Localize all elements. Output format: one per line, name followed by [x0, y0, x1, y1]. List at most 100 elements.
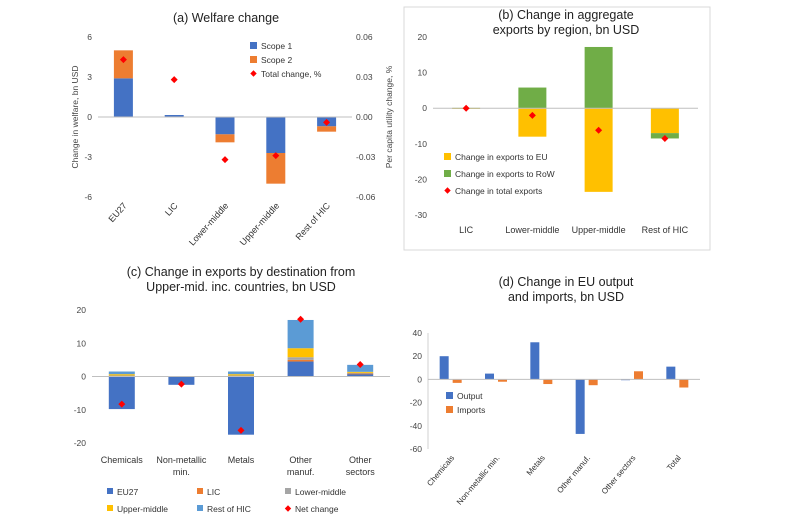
y-tick-label: 10 — [418, 68, 428, 78]
y-tick-label: -10 — [415, 139, 428, 149]
legend-label: Scope 1 — [261, 41, 292, 51]
legend-label: LIC — [207, 487, 220, 497]
legend-label: Rest of HIC — [207, 504, 251, 514]
y-tick-label: -20 — [415, 174, 428, 184]
marker-rest-of-hic — [661, 134, 669, 142]
bar-lic-other-sectors — [347, 373, 374, 375]
y-axis-title: Change in welfare, bn USD — [70, 65, 80, 168]
y-tick-label: 20 — [77, 305, 87, 315]
y-tick-label: 3 — [87, 72, 92, 82]
bar-change-in-exports-to-eu-upper-middle — [584, 108, 613, 192]
y-tick-label: -20 — [410, 398, 423, 408]
bar-lower-middle-metals — [228, 375, 254, 377]
y-tick-label: -10 — [74, 405, 87, 415]
y2-tick-label: 0.06 — [356, 32, 373, 42]
category-label: Other manuf. — [555, 454, 592, 496]
bar-lower-middle-chemicals — [108, 375, 135, 377]
y-tick-label: -6 — [84, 192, 92, 202]
category-label: Chemicals — [101, 455, 144, 465]
category-label: Lower-middle — [505, 225, 559, 235]
marker-non-metallic-min — [177, 380, 185, 388]
bar-scope-1-lower-middle — [215, 117, 235, 135]
bar-scope-2-eu27 — [113, 50, 133, 79]
marker-lic — [462, 104, 470, 112]
legend-label: EU27 — [117, 487, 139, 497]
bar-scope-2-rest-of-hic — [317, 126, 337, 132]
marker-lic — [170, 76, 178, 84]
legend-label: Output — [457, 391, 483, 401]
bar-scope-2-upper-middle — [266, 153, 286, 184]
category-label: Other sectors — [600, 454, 638, 497]
legend-swatch-imports — [446, 406, 453, 413]
y2-tick-label: 0.03 — [356, 72, 373, 82]
marker-chemicals — [118, 400, 126, 408]
legend-swatch-total-change — [250, 70, 257, 77]
y-tick-label: -30 — [415, 210, 428, 220]
panel-d: (d) Change in EU output and imports, bn U… — [410, 275, 700, 507]
bar-imports-other-manuf — [588, 379, 598, 386]
chart-title-line: Upper-mid. inc. countries, bn USD — [146, 280, 336, 294]
legend-swatch-total-exports — [444, 187, 451, 194]
category-label: Rest of HIC — [642, 225, 689, 235]
category-label: Lower-middle — [187, 201, 231, 248]
bar-eu27-other-sectors — [347, 373, 374, 377]
legend-swatch-output — [446, 392, 453, 399]
bar-lower-middle-other-manuf — [287, 357, 314, 360]
bar-output-other-manuf — [575, 379, 585, 434]
marker-other-sectors — [356, 361, 364, 369]
y-tick-label: 0 — [81, 372, 86, 382]
category-label: Metals — [228, 455, 255, 465]
panel-c: (c) Change in exports by destination fro… — [74, 265, 390, 514]
bar-upper-middle-chemicals — [108, 374, 135, 376]
bar-scope-2-lower-middle — [215, 134, 235, 143]
legend-label: Scope 2 — [261, 55, 292, 65]
category-label: Upper-middle — [238, 201, 282, 248]
y2-axis-title: Per capita utility change, % — [384, 65, 394, 168]
bar-scope-1-lic — [164, 115, 184, 117]
y-tick-label: 20 — [413, 351, 423, 361]
bar-imports-chemicals — [452, 379, 462, 383]
bar-rest-of-hic-other-sectors — [347, 364, 374, 372]
category-label: LIC — [459, 225, 474, 235]
bar-upper-middle-other-sectors — [347, 371, 374, 373]
chart-title-line: and imports, bn USD — [508, 290, 624, 304]
y-tick-label: -60 — [410, 444, 423, 454]
y-tick-label: -3 — [84, 152, 92, 162]
chart-title: (c) Change in exports by destination fro… — [127, 265, 356, 294]
category-label: Rest of HIC — [294, 200, 333, 242]
marker-upper-middle — [272, 152, 280, 160]
marker-other-manuf — [297, 315, 305, 323]
bar-upper-middle-metals — [228, 374, 254, 376]
chart-title-line: exports by region, bn USD — [493, 23, 640, 37]
panel-frame — [403, 6, 711, 251]
chart-title-line: (d) Change in EU output — [499, 275, 634, 289]
legend-label: Change in exports to EU — [455, 152, 548, 162]
category-label: LIC — [163, 200, 180, 217]
bar-rest-of-hic-metals — [228, 371, 254, 375]
bar-imports-non-metallic-min — [498, 379, 507, 382]
bar-change-in-exports-to-row-lower-middle — [518, 87, 547, 109]
category-label: Other sectors — [346, 455, 376, 477]
legend-swatch-lower-middle — [285, 488, 291, 494]
category-label: Metals — [525, 454, 547, 478]
chart-title-line: (b) Change in aggregate — [498, 8, 634, 22]
bar-imports-other-sectors — [634, 371, 643, 380]
bar-output-metals — [530, 342, 540, 380]
legend-swatch-rest-of-hic — [197, 505, 203, 511]
chart-title: (d) Change in EU output and imports, bn U… — [499, 275, 634, 304]
y2-tick-label: 0.00 — [356, 112, 373, 122]
legend-swatch-eu27 — [107, 488, 113, 494]
marker-upper-middle — [595, 126, 603, 134]
legend-swatch-upper-middle — [107, 505, 113, 511]
legend-label: Total change, % — [261, 69, 322, 79]
y2-tick-label: -0.06 — [356, 192, 376, 202]
bar-output-non-metallic-min — [485, 373, 494, 380]
bar-eu27-metals — [228, 376, 254, 435]
category-label: Total — [665, 453, 683, 472]
category-label: Non-metallic min. — [455, 454, 502, 507]
bar-lic-other-manuf — [287, 359, 314, 362]
legend-label: Change in exports to RoW — [455, 169, 555, 179]
panel-b: (b) Change in aggregate exports by region… — [403, 6, 711, 251]
